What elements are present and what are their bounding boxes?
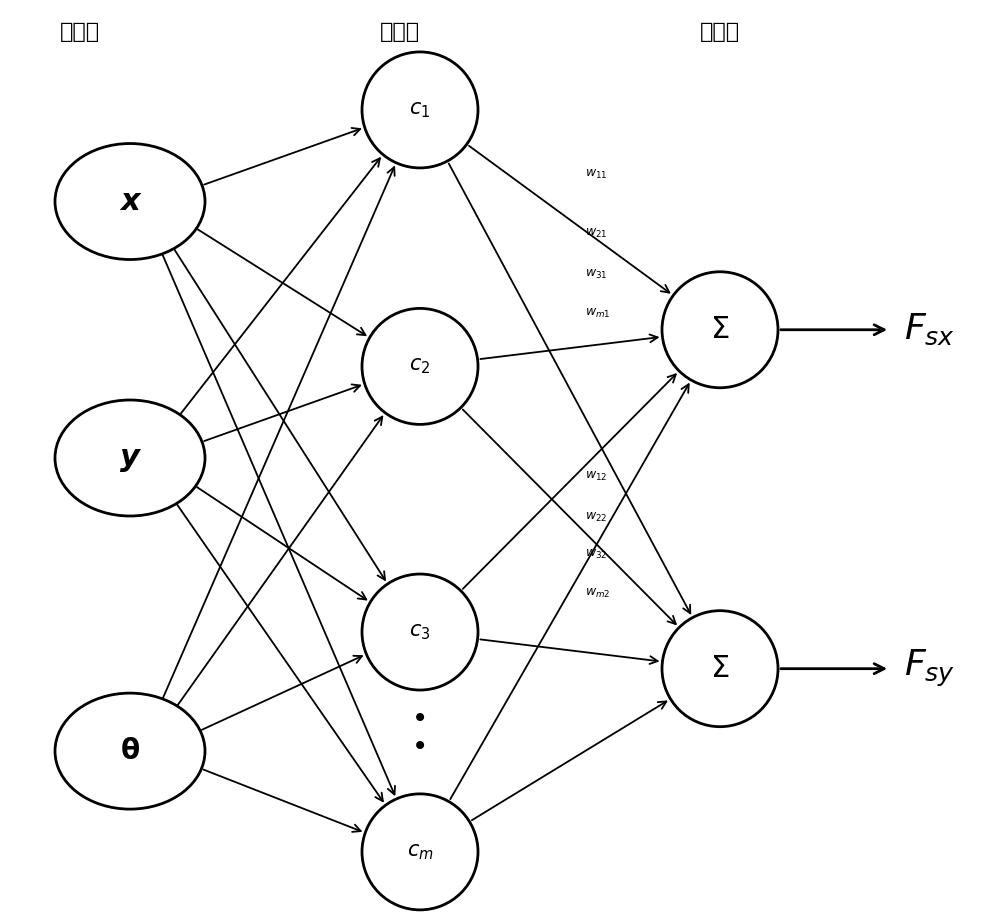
Text: w$_{21}$: w$_{21}$ [585, 227, 608, 240]
Text: 输入层: 输入层 [60, 22, 100, 42]
Text: w$_{m2}$: w$_{m2}$ [585, 587, 610, 600]
Ellipse shape [362, 52, 478, 168]
Text: $\it{F}_{sx}$: $\it{F}_{sx}$ [904, 312, 956, 347]
Text: w$_{32}$: w$_{32}$ [585, 548, 608, 561]
Text: w$_{12}$: w$_{12}$ [585, 470, 608, 483]
Ellipse shape [362, 794, 478, 910]
Text: w$_{m1}$: w$_{m1}$ [585, 307, 611, 320]
Text: $c_{1}$: $c_{1}$ [409, 100, 431, 120]
Ellipse shape [662, 272, 778, 387]
Ellipse shape [362, 574, 478, 690]
Text: w$_{22}$: w$_{22}$ [585, 511, 608, 524]
Text: $\Sigma$: $\Sigma$ [710, 654, 730, 683]
Text: $\Sigma$: $\Sigma$ [710, 315, 730, 344]
Ellipse shape [362, 309, 478, 424]
Text: x: x [120, 187, 140, 216]
Text: w$_{11}$: w$_{11}$ [585, 168, 608, 180]
Text: $c_{m}$: $c_{m}$ [407, 842, 433, 862]
Text: 输出层: 输出层 [700, 22, 740, 42]
Text: •: • [412, 733, 428, 760]
Text: $\it{F}_{sy}$: $\it{F}_{sy}$ [904, 649, 956, 689]
Ellipse shape [55, 144, 205, 259]
Ellipse shape [662, 611, 778, 726]
Text: w$_{31}$: w$_{31}$ [585, 268, 608, 281]
Text: $c_{3}$: $c_{3}$ [409, 622, 431, 642]
Text: •: • [412, 705, 428, 733]
Ellipse shape [55, 693, 205, 809]
Text: θ: θ [120, 737, 140, 765]
Text: $c_{2}$: $c_{2}$ [409, 356, 431, 376]
Ellipse shape [55, 400, 205, 516]
Text: y: y [120, 443, 140, 473]
Text: 隐藏层: 隐藏层 [380, 22, 420, 42]
